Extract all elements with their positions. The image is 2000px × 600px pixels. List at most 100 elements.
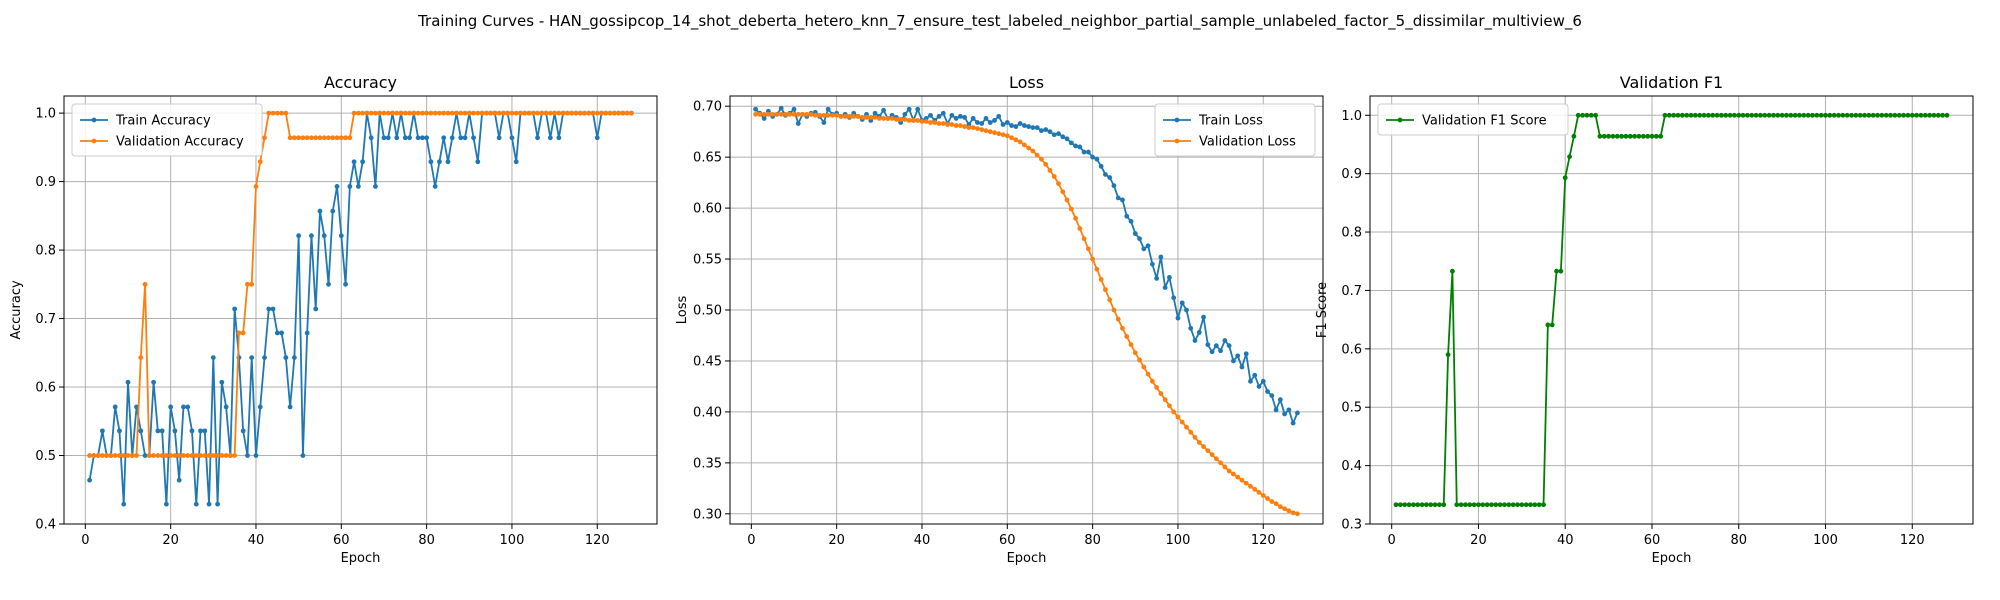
accuracy-train-accuracy-point	[155, 428, 161, 434]
loss-validation-loss-point	[975, 126, 980, 132]
f1-validation-f1-score-point	[1571, 133, 1577, 139]
f1-chart: Validation F1 0 20 40 60 80 100 120 0.3 0.4 0.5 0.6…	[1315, 73, 1974, 566]
loss-train-loss-point	[1201, 314, 1206, 320]
f1-validation-f1-score-point	[1515, 502, 1520, 508]
loss-train-loss-point	[1081, 149, 1087, 155]
loss-validation-loss-point	[945, 122, 950, 127]
loss-y-tick-label: 0.30	[693, 507, 722, 522]
accuracy-validation-accuracy-point	[411, 110, 417, 116]
f1-validation-f1-score-point	[1627, 133, 1633, 139]
accuracy-train-accuracy-point	[283, 355, 289, 360]
accuracy-train-accuracy-point	[223, 404, 229, 410]
accuracy-validation-accuracy-point	[547, 110, 553, 116]
figure-suptitle: Training Curves - HAN_gossipcop_14_shot_…	[417, 12, 1582, 31]
accuracy-validation-accuracy-point	[556, 110, 562, 116]
accuracy-validation-accuracy-point	[501, 110, 506, 116]
f1-validation-f1-score-point	[1849, 112, 1854, 118]
f1-validation-f1-score-point	[1697, 112, 1703, 118]
f1-validation-f1-score-point	[1875, 112, 1880, 118]
loss-validation-loss-point	[1094, 266, 1100, 272]
loss-validation-loss-point	[1009, 135, 1014, 141]
f1-y-tick-label: 0.6	[1341, 342, 1362, 357]
f1-validation-f1-score-point	[1879, 112, 1885, 118]
loss-validation-loss-point	[1145, 371, 1151, 377]
loss-validation-loss-point	[1000, 132, 1006, 138]
f1-validation-f1-score-point	[1836, 112, 1841, 118]
accuracy-train-accuracy-point	[121, 501, 127, 507]
accuracy-validation-accuracy-point	[454, 110, 459, 116]
accuracy-train-accuracy-point	[326, 281, 331, 287]
loss-validation-loss-point	[1090, 256, 1096, 262]
accuracy-train-accuracy-point	[373, 183, 378, 189]
loss-validation-loss-point	[996, 131, 1002, 137]
loss-train-loss-point	[1239, 364, 1245, 370]
f1-validation-f1-score-point	[1588, 112, 1594, 118]
accuracy-validation-accuracy-point	[535, 110, 540, 116]
loss-validation-loss-point	[1064, 197, 1070, 203]
f1-title: Validation F1	[1620, 73, 1723, 92]
accuracy-validation-accuracy-point	[624, 110, 630, 116]
loss-validation-loss-point	[962, 124, 968, 129]
loss-validation-loss-point	[949, 122, 955, 127]
f1-validation-f1-score-point	[1784, 112, 1789, 118]
loss-train-loss-point	[936, 113, 942, 119]
accuracy-validation-accuracy-point	[402, 110, 408, 116]
f1-validation-f1-score-point	[1862, 112, 1867, 118]
accuracy-validation-accuracy-point	[355, 110, 361, 116]
accuracy-validation-accuracy-point	[176, 453, 182, 458]
loss-validation-loss-point	[855, 113, 861, 119]
accuracy-train-accuracy-point	[219, 379, 225, 385]
loss-x-tick-label: 80	[1084, 533, 1101, 548]
f1-validation-f1-score-point	[1506, 502, 1512, 508]
f1-validation-f1-score-point	[1922, 112, 1928, 118]
accuracy-x-axis-label: Epoch	[341, 551, 381, 566]
loss-validation-loss-point	[1273, 501, 1279, 507]
accuracy-y-axis-label: Accuracy	[9, 280, 24, 340]
loss-validation-loss-point	[1115, 316, 1121, 322]
loss-validation-loss-point	[889, 116, 895, 121]
accuracy-train-accuracy-point	[87, 477, 92, 483]
loss-validation-loss-point	[932, 120, 938, 125]
f1-validation-f1-score-point	[1636, 133, 1642, 139]
accuracy-train-accuracy-point	[117, 428, 122, 434]
loss-train-loss-point	[1043, 127, 1049, 133]
loss-x-axis-label: Epoch	[1007, 551, 1047, 566]
loss-validation-loss-point	[1132, 350, 1138, 356]
loss-validation-loss-point	[1213, 456, 1219, 462]
f1-validation-f1-score-point	[1940, 112, 1946, 118]
loss-train-loss-point	[1017, 121, 1023, 126]
accuracy-validation-accuracy-point	[129, 453, 135, 458]
loss-validation-loss-point	[812, 112, 818, 118]
accuracy-train-accuracy-point	[215, 501, 220, 507]
accuracy-train-accuracy-point	[351, 159, 357, 165]
loss-train-loss-point	[915, 106, 921, 112]
accuracy-train-accuracy-point	[402, 135, 408, 141]
loss-train-loss-point	[1124, 213, 1130, 219]
f1-validation-f1-score-point	[1558, 268, 1564, 274]
f1-validation-f1-score-point	[1614, 133, 1620, 139]
loss-train-loss-point	[1047, 129, 1053, 135]
f1-validation-f1-score-point	[1909, 112, 1915, 118]
loss-train-loss-point	[1009, 123, 1014, 128]
loss-x-tick-label: 0	[747, 533, 755, 548]
loss-validation-loss-point	[1226, 468, 1232, 474]
loss-validation-loss-point	[1111, 307, 1117, 313]
f1-x-tick-label: 100	[1813, 533, 1838, 548]
f1-validation-f1-score-point	[1805, 112, 1811, 118]
accuracy-validation-accuracy-point	[603, 110, 609, 116]
accuracy-legend-label: Train Accuracy	[115, 114, 211, 129]
accuracy-validation-accuracy-point	[134, 453, 139, 458]
loss-validation-loss-point	[1043, 161, 1049, 167]
accuracy-validation-accuracy-point	[326, 135, 331, 141]
accuracy-x-tick-label: 40	[248, 533, 265, 548]
accuracy-validation-accuracy-point	[415, 110, 421, 116]
loss-train-loss-point	[957, 113, 963, 119]
loss-validation-loss-point	[847, 113, 852, 119]
loss-validation-loss-point	[1179, 419, 1185, 425]
f1-validation-f1-score-point	[1688, 112, 1694, 118]
accuracy-train-accuracy-point	[368, 135, 374, 141]
loss-train-loss-point	[1060, 134, 1066, 140]
loss-validation-loss-point	[979, 127, 985, 133]
accuracy-validation-accuracy-point	[458, 110, 464, 116]
loss-validation-loss-point	[821, 112, 827, 118]
